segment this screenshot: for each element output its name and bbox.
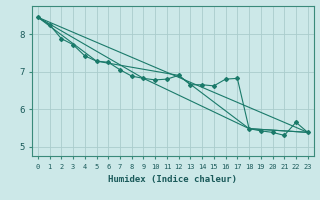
X-axis label: Humidex (Indice chaleur): Humidex (Indice chaleur) [108, 175, 237, 184]
